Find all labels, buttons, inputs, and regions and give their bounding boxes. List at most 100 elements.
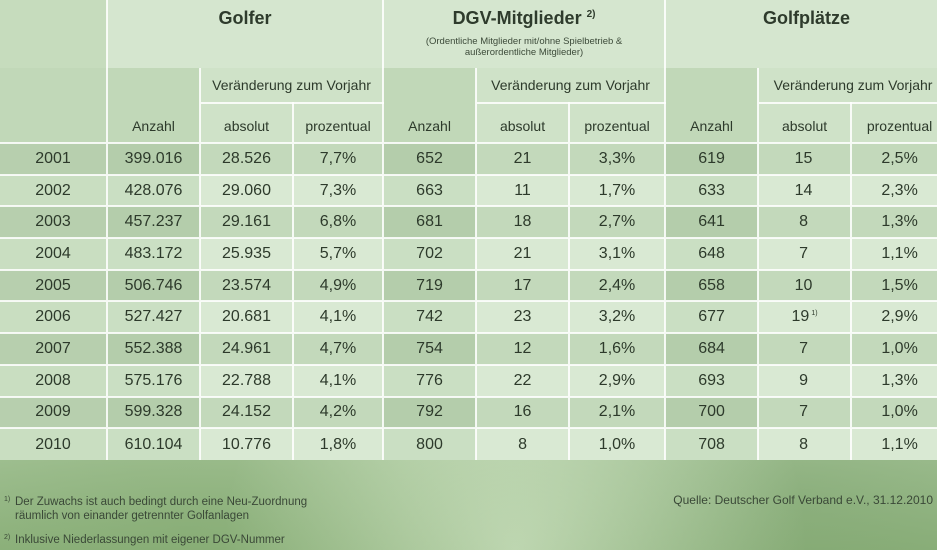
courses-absolute-value: 19 [791,308,810,326]
members-absolute-cell: 23 [476,300,571,334]
members-count-cell: 652 [383,142,478,175]
courses-count-cell: 658 [665,268,760,302]
golfer-absolute-cell: 29.060 [200,173,294,207]
members-percent-cell: 1,6% [569,332,667,365]
footnote-marker-2: 2) [586,9,596,20]
col-golfer-percent: prozentual [293,103,385,143]
subtitle-line-2: außerordentliche Mitglieder) [464,47,584,58]
members-absolute-cell: 16 [476,395,571,429]
year-cell: 2002 [0,173,108,207]
footnote-marker: 1) [811,309,818,317]
members-percent-cell: 2,9% [569,363,667,397]
golfer-count-cell: 552.388 [107,332,201,365]
table-row: 2009 599.328 24.152 4,2% 792 16 2,1% 700… [0,395,937,429]
courses-change-header: Veränderung zum Vorjahr [758,68,937,104]
members-percent-cell: 2,1% [569,395,667,429]
golfer-absolute-cell: 22.788 [200,363,294,397]
subtitle-line-1: (Ordentliche Mitglieder mit/ohne Spielbe… [425,36,623,47]
golfer-count-cell: 575.176 [107,363,201,397]
group-header-row: Golfer DGV-Mitglieder 2) (Ordentliche Mi… [0,0,937,68]
col-members-percent: prozentual [569,103,667,143]
members-absolute-cell: 22 [476,363,571,397]
golfer-percent-cell: 1,8% [293,427,385,460]
courses-absolute-value: 9 [799,371,808,389]
table-row: 2002 428.076 29.060 7,3% 663 11 1,7% 633… [0,173,937,207]
golfer-percent-cell: 5,7% [293,237,385,270]
golfer-percent-cell: 4,9% [293,268,385,302]
group-title-courses: Golfplätze [763,8,851,28]
table-row: 2004 483.172 25.935 5,7% 702 21 3,1% 648… [0,237,937,270]
golfer-count-spacer [107,68,201,103]
golfer-absolute-cell: 29.161 [200,205,294,239]
golfer-absolute-cell: 25.935 [200,237,294,270]
courses-count-cell: 684 [665,332,760,365]
courses-percent-cell: 2,3% [851,173,937,207]
courses-absolute-value: 7 [799,244,808,262]
members-percent-cell: 2,7% [569,205,667,239]
col-golfer-absolute: absolut [200,103,294,143]
members-count-cell: 681 [383,205,478,239]
members-percent-cell: 2,4% [569,268,667,302]
footnote-1: 1) Der Zuwachs ist auch bedingt durch ei… [4,495,307,523]
change-row-corner [0,68,108,103]
members-absolute-cell: 11 [476,173,571,207]
golfer-absolute-cell: 10.776 [200,427,294,460]
col-courses-count: Anzahl [665,103,760,143]
golfer-count-cell: 399.016 [107,142,201,175]
table-row: 2007 552.388 24.961 4,7% 754 12 1,6% 684… [0,332,937,365]
courses-absolute-value: 8 [799,213,808,231]
col-golfer-count: Anzahl [107,103,201,143]
courses-absolute-value: 10 [794,276,813,294]
table-row: 2003 457.237 29.161 6,8% 681 18 2,7% 641… [0,205,937,239]
group-title-golfer: Golfer [218,8,272,28]
courses-absolute-cell: 19 1) [758,300,853,334]
courses-absolute-cell: 9 [758,363,853,397]
golf-statistics-table: Golfer DGV-Mitglieder 2) (Ordentliche Mi… [0,0,937,460]
courses-percent-cell: 1,0% [851,332,937,365]
courses-absolute-cell: 8 [758,427,853,460]
members-count-cell: 792 [383,395,478,429]
year-cell: 2006 [0,300,108,334]
golfer-percent-cell: 7,7% [293,142,385,175]
year-cell: 2001 [0,142,108,175]
members-percent-cell: 1,0% [569,427,667,460]
golfer-absolute-cell: 20.681 [200,300,294,334]
golfer-percent-cell: 7,3% [293,173,385,207]
group-title-members: DGV-Mitglieder 2) [384,8,664,29]
year-cell: 2008 [0,363,108,397]
members-percent-cell: 1,7% [569,173,667,207]
members-count-cell: 800 [383,427,478,460]
col-courses-absolute: absolut [758,103,853,143]
col-members-absolute: absolut [476,103,571,143]
golfer-percent-cell: 6,8% [293,205,385,239]
courses-absolute-value: 15 [794,149,813,167]
footnote-2-marker: 2) [4,534,11,541]
table-row: 2006 527.427 20.681 4,1% 742 23 3,2% 677… [0,300,937,334]
year-cell: 2009 [0,395,108,429]
footnote-1-line-1: Der Zuwachs ist auch bedingt durch eine … [15,496,308,508]
golfer-absolute-cell: 24.961 [200,332,294,365]
courses-percent-cell: 1,1% [851,237,937,270]
members-absolute-cell: 21 [476,237,571,270]
courses-absolute-cell: 7 [758,332,853,365]
courses-count-cell: 693 [665,363,760,397]
golfer-absolute-cell: 28.526 [200,142,294,175]
members-count-cell: 719 [383,268,478,302]
golfer-count-cell: 428.076 [107,173,201,207]
members-count-cell: 663 [383,173,478,207]
courses-count-cell: 641 [665,205,760,239]
source-credit: Quelle: Deutscher Golf Verband e.V., 31.… [673,493,933,507]
golfer-percent-cell: 4,1% [293,300,385,334]
col-courses-percent: prozentual [851,103,937,143]
footnote-2-text: Inklusive Niederlassungen mit eigener DG… [15,534,285,546]
golfer-count-cell: 457.237 [107,205,201,239]
year-cell: 2004 [0,237,108,270]
courses-absolute-cell: 7 [758,237,853,270]
golfer-absolute-cell: 24.152 [200,395,294,429]
courses-absolute-cell: 8 [758,205,853,239]
members-count-cell: 776 [383,363,478,397]
table-row: 2005 506.746 23.574 4,9% 719 17 2,4% 658… [0,268,937,302]
courses-count-cell: 708 [665,427,760,460]
year-cell: 2005 [0,268,108,302]
courses-count-cell: 700 [665,395,760,429]
